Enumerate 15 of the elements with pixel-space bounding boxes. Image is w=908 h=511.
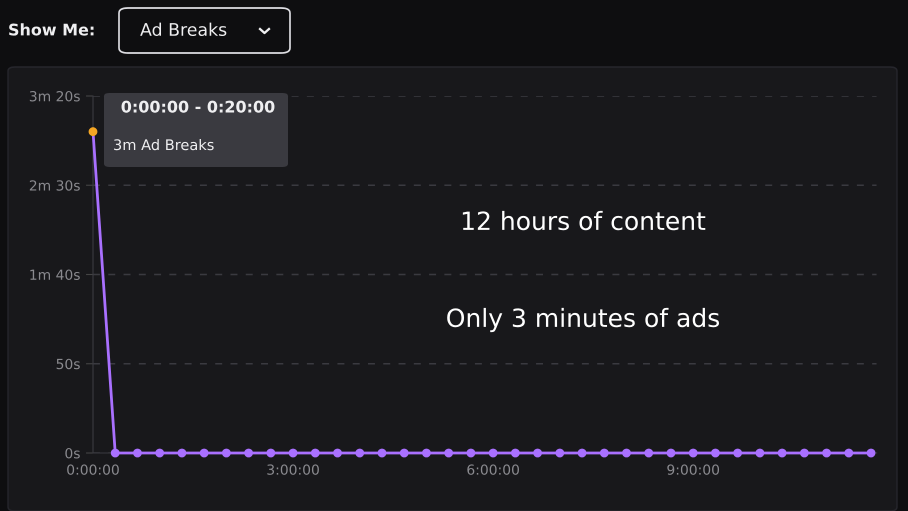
y-tick-label: 3m 20s — [30, 90, 80, 102]
text: Show Me: — [9, 23, 94, 36]
x-tick-label: 3:00:00 — [267, 464, 319, 475]
x-tick-label: 0:00:00 — [67, 464, 119, 475]
y-tick-label: 0s — [65, 448, 80, 458]
y-tick-label: 50s — [56, 358, 80, 370]
annotation: Only 3 minutes of ads — [447, 308, 720, 332]
annotation: 3m Ad Breaks — [114, 138, 214, 150]
annotation: 12 hours of content — [462, 210, 706, 230]
text: Ad Breaks — [140, 22, 226, 36]
y-tick-label: 2m 30s — [30, 180, 80, 191]
y-tick-label: 1m 40s — [30, 269, 80, 280]
x-tick-label: 6:00:00 — [467, 464, 519, 475]
x-tick-label: 9:00:00 — [667, 464, 720, 475]
annotation: 0:00:00 - 0:20:00 — [122, 100, 274, 113]
